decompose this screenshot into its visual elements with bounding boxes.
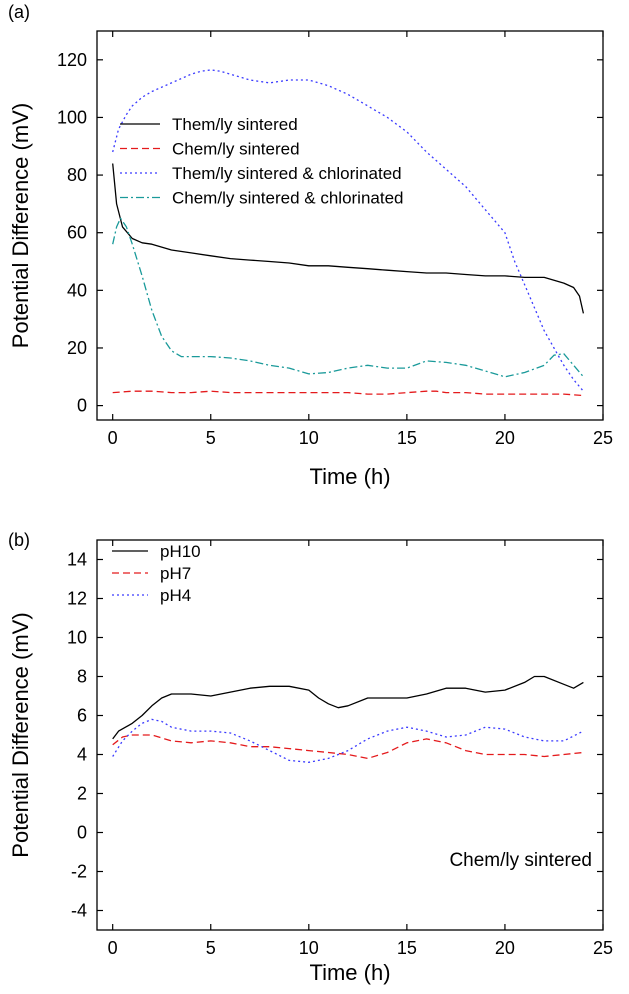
y-axis-title-b: Potential Difference (mV) [8, 612, 33, 857]
legend-label-a-2: Them/ly sintered & chlorinated [172, 164, 402, 183]
y-tick-label-a-0: 0 [77, 396, 87, 416]
series-line-b-2 [112, 718, 584, 763]
x-axis-title-b: Time (h) [309, 960, 390, 985]
x-tick-label-b-4: 20 [495, 938, 515, 958]
series-line-a-2 [112, 69, 584, 392]
y-tick-label-b-7: 10 [67, 628, 87, 648]
x-tick-label-a-4: 20 [495, 428, 515, 448]
y-tick-label-b-3: 2 [77, 784, 87, 804]
y-axis-title-a: Potential Difference (mV) [8, 103, 33, 348]
legend-label-a-1: Chem/ly sintered [172, 140, 300, 159]
plot-frame-a [96, 30, 604, 421]
legend-label-b-1: pH7 [160, 564, 191, 583]
annotation-b: Chem/ly sintered [449, 850, 592, 871]
legend-label-b-0: pH10 [160, 542, 201, 561]
series-line-a-0 [112, 163, 585, 314]
y-tick-label-b-9: 14 [67, 550, 87, 570]
panel-label-a: (a) [8, 2, 30, 22]
y-tick-label-b-2: 0 [77, 823, 87, 843]
y-tick-label-b-1: -2 [71, 862, 87, 882]
y-tick-label-a-2: 40 [67, 280, 87, 300]
x-tick-label-a-1: 5 [206, 428, 216, 448]
x-axis-title-a: Time (h) [309, 464, 390, 489]
panel-b-chart: (b) 0 5 10 15 20 25 -4 -2 0 2 4 6 8 10 12 14 Time (h) Pote… [8, 530, 613, 985]
x-tick-label-a-0: 0 [108, 428, 118, 448]
y-tick-label-a-4: 80 [67, 165, 87, 185]
x-tick-label-a-5: 25 [593, 428, 613, 448]
series-line-a-3 [112, 217, 584, 378]
series-line-b-0 [112, 675, 584, 740]
y-tick-label-b-6: 8 [77, 667, 87, 687]
y-tick-label-a-5: 100 [57, 107, 87, 127]
x-tick-label-b-0: 0 [108, 938, 118, 958]
x-tick-label-b-2: 10 [299, 938, 319, 958]
x-tick-label-b-5: 25 [593, 938, 613, 958]
y-tick-label-a-1: 20 [67, 338, 87, 358]
y-tick-label-b-4: 4 [77, 745, 87, 765]
y-tick-label-b-0: -4 [71, 901, 87, 921]
panel-label-b: (b) [8, 530, 30, 550]
legend-label-a-3: Chem/ly sintered & chlorinated [172, 189, 404, 208]
x-tick-label-a-3: 15 [397, 428, 417, 448]
plot-frame-b [96, 539, 604, 931]
series-line-a-1 [112, 390, 584, 397]
x-tick-label-b-1: 5 [206, 938, 216, 958]
x-tick-label-b-3: 15 [397, 938, 417, 958]
y-tick-label-a-6: 120 [57, 50, 87, 70]
x-tick-label-a-2: 10 [299, 428, 319, 448]
panel-a-chart: (a) 0 5 10 15 20 25 0 20 40 60 80 100 120 Time (h) Pote… [8, 2, 613, 489]
legend-label-b-2: pH4 [160, 586, 191, 605]
legend-label-a-0: Them/ly sintered [172, 115, 298, 134]
y-tick-label-b-8: 12 [67, 589, 87, 609]
y-tick-label-a-3: 60 [67, 223, 87, 243]
series-line-b-1 [112, 734, 584, 760]
y-tick-label-b-5: 6 [77, 706, 87, 726]
